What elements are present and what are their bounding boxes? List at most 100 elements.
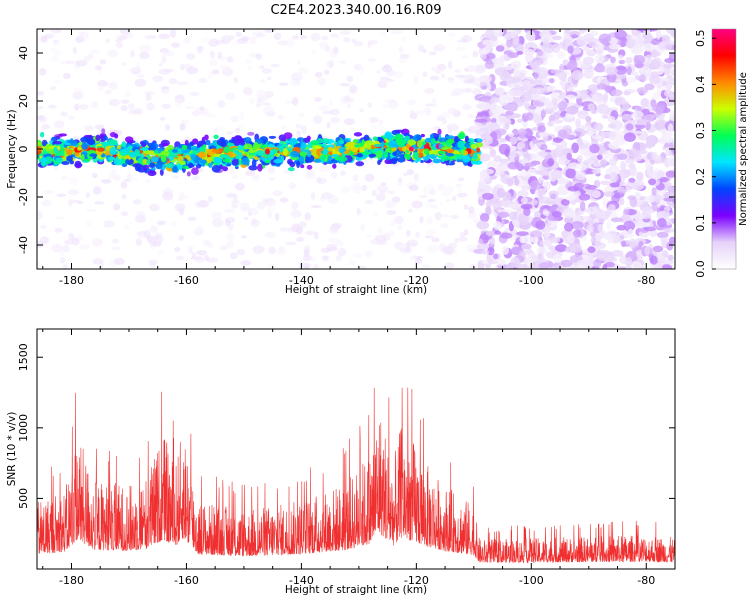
heatmap-cell <box>485 205 492 216</box>
heatmap-cell <box>593 259 602 268</box>
heatmap-cell <box>284 140 291 144</box>
heatmap-cell <box>634 54 646 65</box>
heatmap-cell <box>225 92 236 101</box>
heatmap-cell <box>634 123 646 130</box>
heatmap-cell <box>50 56 59 63</box>
heatmap-cell <box>455 74 466 78</box>
heatmap-cell <box>536 49 544 57</box>
heatmap-cell <box>536 246 549 255</box>
heatmap-cell <box>483 40 494 46</box>
heatmap-cell <box>537 176 545 184</box>
heatmap-cell <box>115 42 124 49</box>
heatmap-cell <box>120 99 130 104</box>
heatmap-cell <box>144 34 157 40</box>
heatmap-cell <box>623 208 630 215</box>
heatmap-cell <box>251 173 260 181</box>
heatmap-cell <box>586 37 599 44</box>
heatmap-cell <box>139 44 152 53</box>
heatmap-cell <box>176 81 189 86</box>
heatmap-cell <box>383 151 389 158</box>
heatmap-cell <box>122 224 131 230</box>
heatmap-cell <box>338 147 346 154</box>
heatmap-cell <box>66 149 74 153</box>
heatmap-cell <box>159 116 166 121</box>
heatmap-cell <box>40 35 48 43</box>
heatmap-cell <box>407 139 416 146</box>
heatmap-cell <box>604 85 612 94</box>
heatmap-cell <box>104 89 112 95</box>
heatmap-cell <box>589 143 600 154</box>
heatmap-cell <box>213 153 220 157</box>
heatmap-cell <box>364 199 374 205</box>
heatmap-cell <box>95 134 101 142</box>
heatmap-cell <box>139 51 150 60</box>
heatmap-cell <box>335 240 344 247</box>
heatmap-cell <box>169 221 178 227</box>
heatmap-cell <box>472 50 478 58</box>
heatmap-cell <box>339 170 346 176</box>
heatmap-cell <box>586 49 597 57</box>
heatmap-cell <box>55 157 64 163</box>
heatmap-cell <box>152 75 164 82</box>
heatmap-cell <box>179 123 186 131</box>
heatmap-cell <box>441 141 447 145</box>
heatmap-cell <box>406 100 417 106</box>
heatmap-cell <box>406 168 414 176</box>
heatmap-cell <box>445 135 455 140</box>
heatmap-cell <box>656 231 669 239</box>
heatmap-cell <box>237 144 242 151</box>
x-tick-label: -80 <box>637 574 655 587</box>
heatmap-cell <box>504 121 510 130</box>
heatmap-cell <box>625 56 633 64</box>
heatmap-cell <box>645 121 651 131</box>
heatmap-cell <box>191 252 197 259</box>
heatmap-cell <box>85 192 90 198</box>
heatmap-cell <box>542 43 555 54</box>
heatmap-cell <box>598 33 611 45</box>
heatmap-cell <box>366 142 372 150</box>
heatmap-cell <box>76 59 88 67</box>
heatmap-cell <box>484 29 496 40</box>
heatmap-cell <box>385 78 395 83</box>
heatmap-cell <box>251 217 257 225</box>
heatmap-cell <box>552 35 563 40</box>
heatmap-cell <box>500 175 509 183</box>
heatmap-cell <box>189 91 200 97</box>
heatmap-cell <box>562 59 569 66</box>
heatmap-cell <box>470 143 478 149</box>
heatmap-cell <box>620 240 627 248</box>
heatmap-cell <box>566 152 572 161</box>
heatmap-cell <box>385 200 396 209</box>
heatmap-cell <box>503 50 513 55</box>
heatmap-cell <box>378 138 383 143</box>
x-tick-label: -100 <box>519 574 544 587</box>
heatmap-cell <box>456 185 462 192</box>
heatmap-cell <box>326 121 331 129</box>
heatmap-cell <box>518 251 527 256</box>
heatmap-cell <box>607 123 617 129</box>
heatmap-cell <box>464 135 469 143</box>
heatmap-cell <box>242 86 253 96</box>
heatmap-cell <box>565 246 572 253</box>
heatmap-cell <box>111 169 116 176</box>
heatmap-cell <box>388 140 398 148</box>
heatmap-cell <box>377 159 381 166</box>
heatmap-cell <box>613 73 627 80</box>
heatmap-cell <box>609 182 620 188</box>
heatmap-cell <box>451 153 462 158</box>
heatmap-cell <box>507 79 519 84</box>
heatmap-cell <box>659 237 670 242</box>
heatmap-cell <box>413 76 419 85</box>
x-tick-label: -120 <box>404 574 429 587</box>
heatmap-cell <box>224 208 232 213</box>
heatmap-cell <box>326 243 338 251</box>
heatmap-cell <box>665 218 672 226</box>
colorbar-tick-label: 0.0 <box>694 260 707 278</box>
heatmap-cell <box>476 138 483 142</box>
heatmap-cell <box>301 125 307 134</box>
heatmap-cell <box>136 211 146 220</box>
heatmap-cell <box>587 246 596 254</box>
heatmap-cell <box>428 51 437 56</box>
heatmap-cell <box>276 247 287 255</box>
